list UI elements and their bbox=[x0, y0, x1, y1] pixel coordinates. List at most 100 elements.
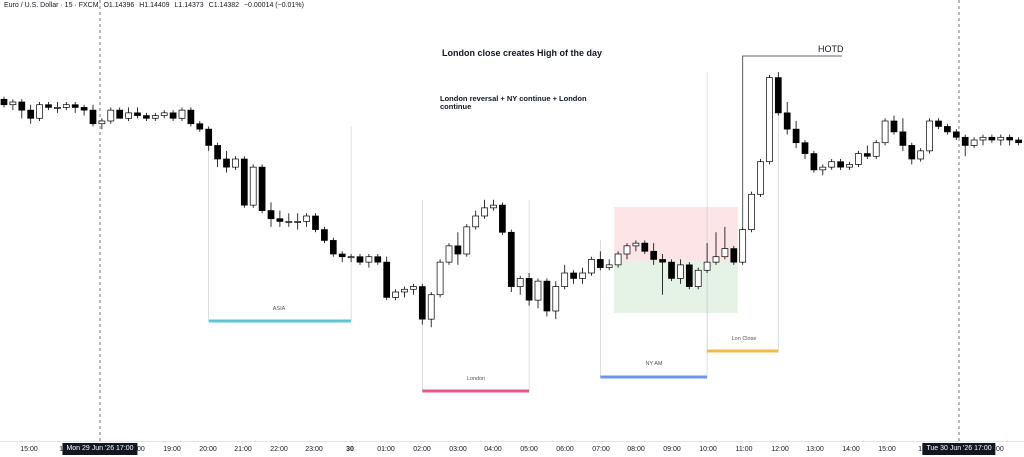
candle-body bbox=[632, 242, 640, 247]
annotation-title[interactable]: London close creates High of the day bbox=[442, 48, 603, 58]
candle-body bbox=[294, 221, 302, 223]
symbol-header: Euro / U.S. Dollar · 15 · FXCM O1.14396 … bbox=[4, 2, 307, 9]
ohlc-change: −0.00014 (−0.01%) bbox=[243, 2, 304, 9]
candle-body bbox=[143, 115, 150, 119]
candle-body bbox=[80, 107, 88, 111]
candle-body bbox=[329, 240, 337, 255]
axis-tick: 15:00 bbox=[878, 446, 896, 453]
candle-body bbox=[668, 261, 675, 279]
candle-body bbox=[685, 264, 693, 287]
candle-body bbox=[151, 115, 159, 119]
axis-tick: 12:00 bbox=[771, 446, 789, 453]
candle-body bbox=[721, 248, 729, 258]
candle-body bbox=[792, 128, 800, 144]
price-chart[interactable] bbox=[0, 0, 1024, 441]
axis-tick: 15:00 bbox=[20, 446, 38, 453]
candle-body bbox=[196, 123, 204, 130]
candle-body bbox=[810, 153, 818, 171]
candle-body bbox=[267, 210, 275, 220]
candle-body bbox=[926, 120, 933, 152]
candle-body bbox=[828, 161, 836, 168]
candle-body bbox=[819, 166, 827, 171]
ohlc-close: C1.14382 bbox=[208, 2, 240, 9]
axis-tick: 07:00 bbox=[592, 446, 610, 453]
axis-tick: 21:00 bbox=[234, 446, 252, 453]
axis-tick: 23:00 bbox=[305, 446, 323, 453]
candle-body bbox=[881, 120, 889, 144]
candle-body bbox=[98, 120, 106, 125]
candle-body bbox=[766, 77, 773, 163]
time-axis[interactable]: 15:001618:0019:0020:0021:0022:0023:00300… bbox=[0, 441, 1024, 457]
candle-body bbox=[338, 253, 346, 258]
candle-body bbox=[134, 112, 141, 116]
zone-upper bbox=[614, 207, 738, 261]
ohlc-low: L1.14373 bbox=[174, 2, 204, 9]
axis-tick: 04:00 bbox=[484, 446, 502, 453]
candle-body bbox=[481, 207, 488, 217]
candle-body bbox=[18, 101, 26, 111]
candle-body bbox=[410, 286, 417, 290]
candle-body bbox=[596, 259, 604, 268]
candle-body bbox=[837, 161, 844, 168]
candle-body bbox=[223, 158, 230, 168]
candle-body bbox=[899, 131, 907, 146]
session-label-london: London bbox=[466, 376, 486, 382]
candle-body bbox=[445, 245, 453, 263]
candle-body bbox=[641, 242, 649, 252]
symbol-name[interactable]: Euro / U.S. Dollar · 15 · FXCM bbox=[4, 2, 99, 9]
candle-body bbox=[543, 280, 551, 312]
candle-body bbox=[276, 218, 284, 222]
crosshair-time-label: Tue 30 Jun '26 17:00 bbox=[922, 443, 996, 455]
candle-body bbox=[748, 193, 755, 230]
session-label-lon-close: Lon Close bbox=[731, 336, 757, 342]
candle-body bbox=[952, 131, 960, 138]
candle-body bbox=[783, 112, 791, 130]
candle-body bbox=[71, 104, 79, 108]
candle-body bbox=[774, 77, 782, 114]
axis-tick: 20:00 bbox=[199, 446, 217, 453]
candle-body bbox=[54, 107, 61, 109]
hotd-label[interactable]: HOTD bbox=[818, 44, 844, 54]
candle-body bbox=[534, 280, 542, 301]
candle-body bbox=[374, 256, 382, 263]
candle-body bbox=[525, 278, 533, 301]
candle-body bbox=[890, 120, 898, 133]
axis-tick: 06:00 bbox=[556, 446, 574, 453]
candle-body bbox=[392, 291, 399, 298]
candle-body bbox=[757, 161, 764, 195]
candle-body bbox=[249, 166, 257, 206]
candle-body bbox=[303, 215, 310, 222]
candle-body bbox=[232, 158, 239, 168]
candle-body bbox=[988, 136, 996, 141]
candle-body bbox=[801, 142, 809, 154]
candle-body bbox=[516, 278, 524, 287]
candle-body bbox=[935, 120, 942, 127]
candle-body bbox=[623, 245, 631, 255]
zone-lower bbox=[614, 261, 738, 313]
axis-tick: 22:00 bbox=[270, 446, 288, 453]
candle-body bbox=[89, 109, 97, 125]
candle-body bbox=[436, 261, 444, 296]
session-label-ny-am: NY AM bbox=[645, 361, 663, 367]
candle-body bbox=[383, 261, 391, 298]
candle-body bbox=[205, 128, 213, 146]
candle-body bbox=[107, 109, 115, 122]
candle-body bbox=[997, 136, 1005, 141]
axis-tick: 02:00 bbox=[413, 446, 431, 453]
candle-body bbox=[356, 256, 364, 263]
candle-body bbox=[979, 136, 987, 141]
axis-tick: 30 bbox=[346, 446, 354, 453]
hotd-line bbox=[742, 55, 842, 227]
axis-tick: 05:00 bbox=[520, 446, 538, 453]
annotation-subtitle[interactable]: London reversal + NY continue + London c… bbox=[440, 94, 587, 111]
candle-body bbox=[605, 264, 613, 268]
candle-body bbox=[739, 229, 747, 263]
candle-body bbox=[36, 104, 43, 119]
candle-body bbox=[62, 104, 70, 108]
candle-body bbox=[579, 272, 586, 279]
axis-tick: 11:00 bbox=[735, 446, 753, 453]
candle-body bbox=[258, 166, 266, 211]
candle-body bbox=[178, 109, 186, 119]
candle-body bbox=[401, 288, 408, 293]
axis-tick: 14:00 bbox=[842, 446, 860, 453]
